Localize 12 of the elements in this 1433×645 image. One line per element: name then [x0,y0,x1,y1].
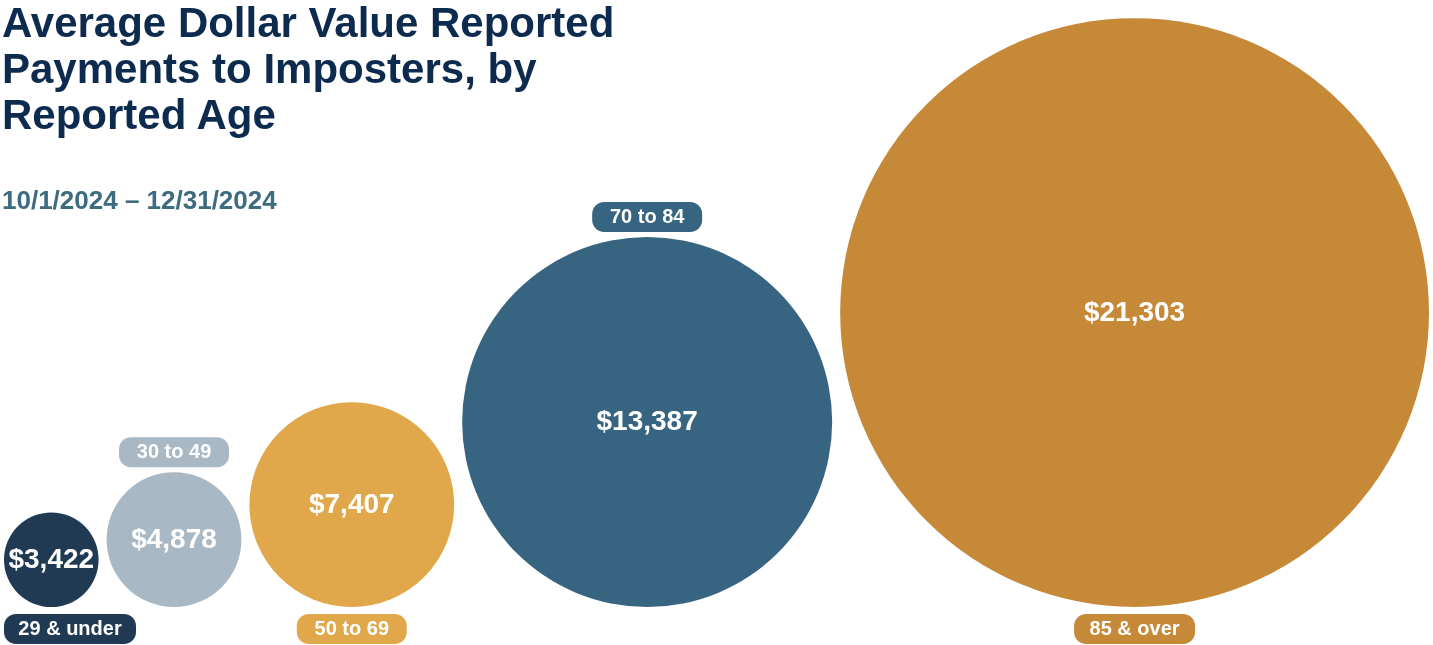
category-label: 50 to 69 [314,617,390,639]
category-label: 29 & under [18,617,122,639]
text: Average Dollar Value Reported Payments to Imposters, by Reported Age [2,0,615,138]
category-label: 30 to 49 [136,440,212,463]
data-label: $21,303 [1083,295,1186,327]
category-label: 70 to 84 [609,204,686,227]
data-label: $4,878 [131,522,217,554]
data-label: $13,387 [596,404,698,436]
data-label: $7,407 [308,487,395,519]
category-label: 85 & over [1089,617,1180,639]
text: 10/1/2024 – 12/31/2024 [2,185,278,215]
data-label: $3,422 [8,542,95,574]
